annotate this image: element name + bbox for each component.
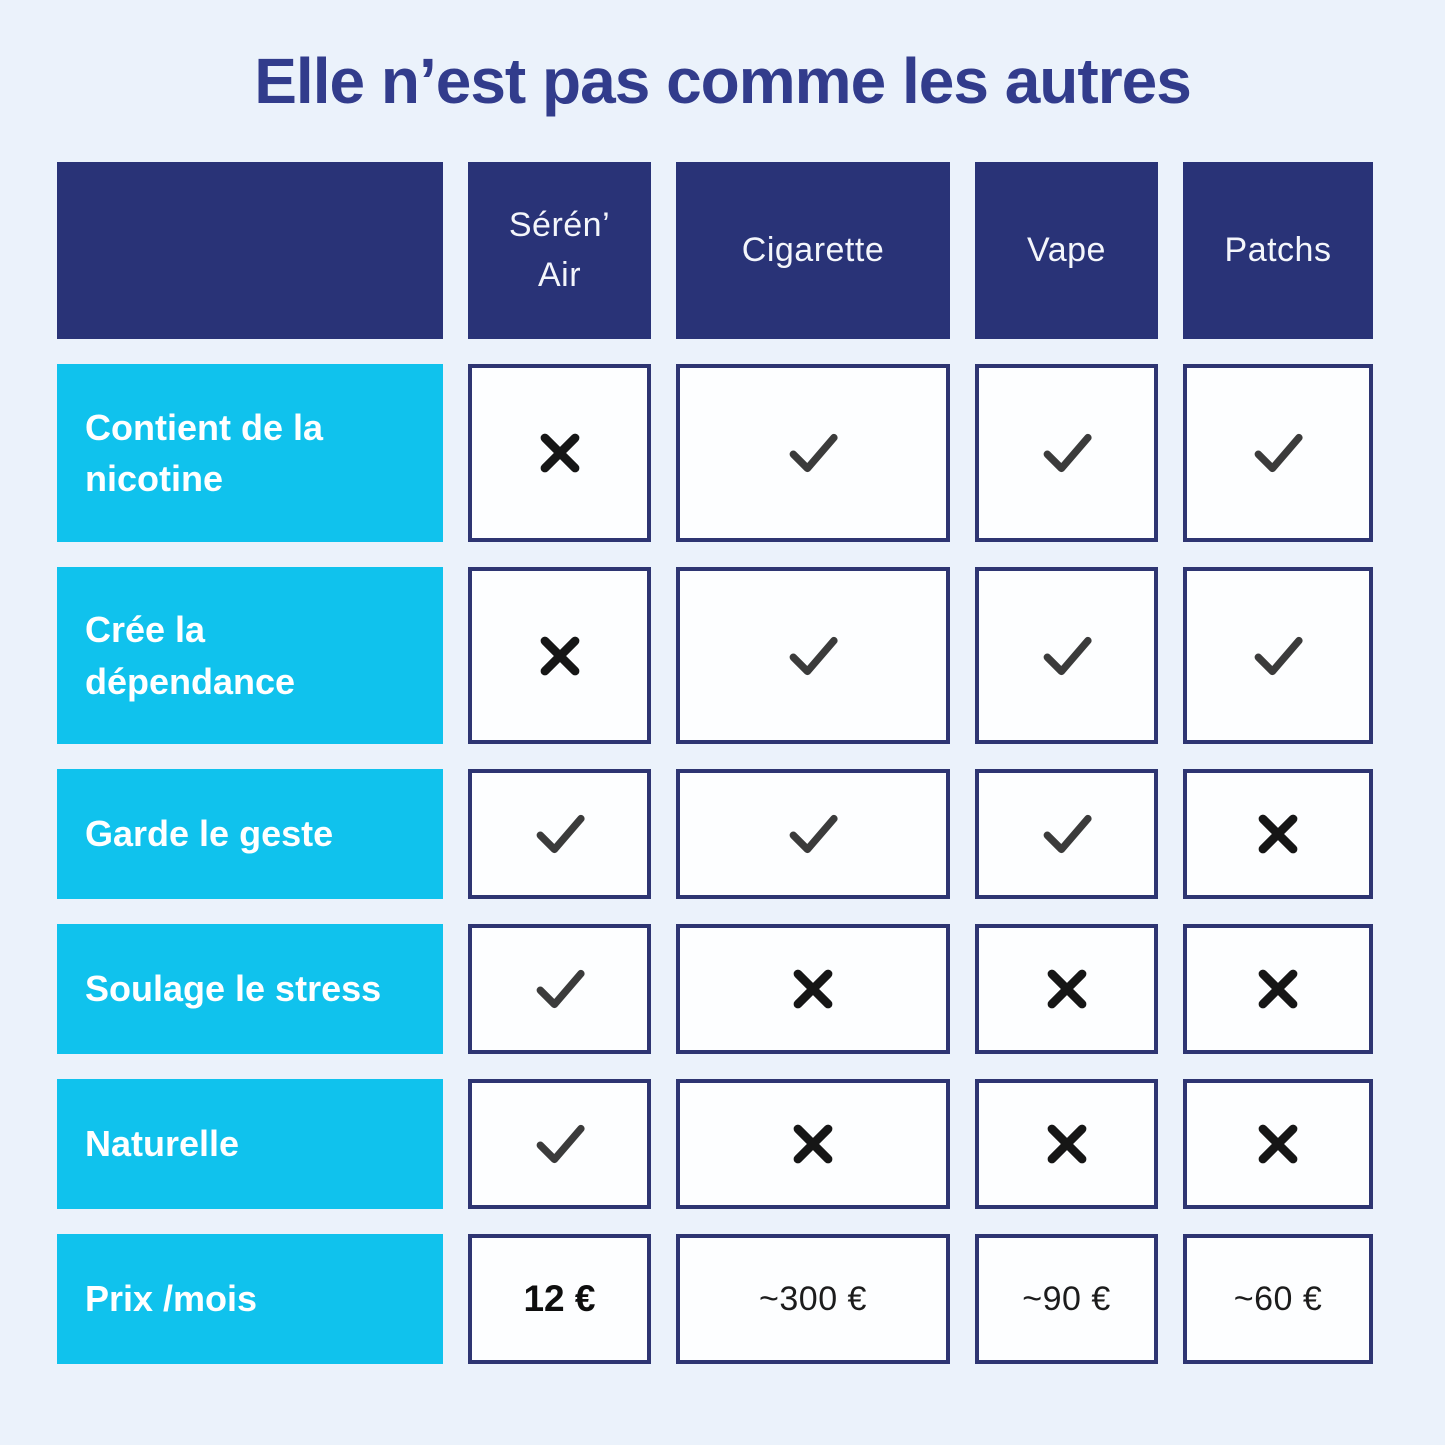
value-cell [676, 769, 950, 899]
column-header-label: Cigarette [741, 230, 885, 269]
value-cell [1183, 924, 1373, 1054]
column-header-cigarette: Cigarette [676, 162, 950, 339]
check-icon [1254, 433, 1303, 473]
cross-icon [793, 969, 833, 1009]
check-icon [789, 433, 838, 473]
price-value: ~60 € [1233, 1279, 1323, 1318]
value-cell [468, 924, 651, 1054]
row-label-cell: Soulage le stress [57, 924, 443, 1054]
check-icon [536, 1124, 585, 1164]
check-icon [1254, 636, 1303, 675]
value-cell: 12 € [468, 1234, 651, 1364]
check-icon [789, 814, 838, 854]
value-cell [468, 769, 651, 899]
column-header-label: Sérén’ Air [508, 206, 611, 294]
cross-icon [1258, 1124, 1298, 1164]
value-cell [676, 364, 950, 542]
value-cell: ~60 € [1183, 1234, 1373, 1364]
check-icon [536, 814, 585, 854]
value-cell [975, 364, 1158, 542]
price-value: ~300 € [759, 1279, 867, 1318]
page-title: Elle n’est pas comme les autres [254, 45, 1192, 117]
cross-icon [1258, 969, 1298, 1009]
row-label-cell: Garde le geste [57, 769, 443, 899]
row-label: Naturelle [85, 1123, 240, 1165]
value-cell [676, 1079, 950, 1209]
value-cell [1183, 769, 1373, 899]
row-label: Soulage le stress [85, 968, 382, 1010]
value-cell [975, 924, 1158, 1054]
value-cell [468, 364, 651, 542]
check-icon [789, 636, 838, 675]
price-value: ~90 € [1022, 1279, 1111, 1318]
row-label-cell: Crée la dépendance [57, 567, 443, 744]
value-cell [975, 1079, 1158, 1209]
column-header-label: Vape [1027, 230, 1106, 269]
price-value: 12 € [523, 1278, 596, 1319]
row-label: Prix /mois [85, 1278, 258, 1320]
row-label: Garde le geste [85, 813, 334, 855]
comparison-table: Sérén’ Air Cigarette Vape Patchs Contient de… [57, 162, 1373, 1364]
value-cell [468, 1079, 651, 1209]
check-icon [536, 969, 585, 1009]
cross-icon [540, 636, 579, 675]
value-cell: ~300 € [676, 1234, 950, 1364]
cross-icon [540, 433, 579, 473]
cross-icon [1258, 814, 1298, 854]
check-icon [1043, 636, 1092, 675]
value-cell [1183, 1079, 1373, 1209]
value-cell: ~90 € [975, 1234, 1158, 1364]
value-cell [468, 567, 651, 744]
value-cell [975, 567, 1158, 744]
row-label: Crée la dépendance [85, 609, 296, 702]
value-cell [676, 567, 950, 744]
row-label-cell: Prix /mois [57, 1234, 443, 1364]
row-label-cell: Naturelle [57, 1079, 443, 1209]
column-header-vape: Vape [975, 162, 1158, 339]
check-icon [1043, 433, 1092, 473]
cross-icon [1047, 969, 1086, 1009]
cross-icon [793, 1124, 833, 1164]
value-cell [676, 924, 950, 1054]
row-label: Contient de la nicotine [85, 406, 324, 499]
value-cell [975, 769, 1158, 899]
header-corner-cell [57, 162, 443, 339]
column-header-patchs: Patchs [1183, 162, 1373, 339]
check-icon [1043, 814, 1092, 854]
row-label-cell: Contient de la nicotine [57, 364, 443, 542]
column-header-s-r-n-air: Sérén’ Air [468, 162, 651, 339]
value-cell [1183, 567, 1373, 744]
cross-icon [1047, 1124, 1086, 1164]
column-header-label: Patchs [1224, 230, 1332, 269]
value-cell [1183, 364, 1373, 542]
